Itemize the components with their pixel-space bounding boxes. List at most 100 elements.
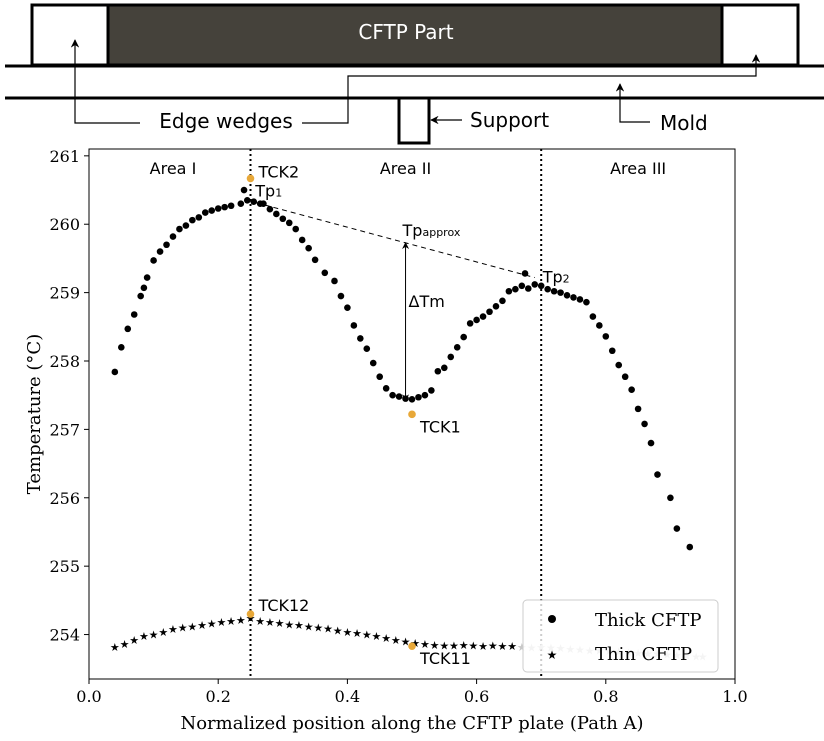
thick-cftp-point — [237, 200, 245, 208]
thick-cftp-point — [279, 215, 287, 223]
thin-cftp-point: ★ — [149, 629, 159, 642]
legend-marker-thick — [548, 615, 556, 623]
thick-cftp-point — [686, 543, 694, 551]
thick-cftp-point — [143, 274, 151, 281]
thick-cftp-point — [395, 393, 403, 400]
x-axis-label: Normalized position along the CFTP plate… — [180, 713, 643, 734]
thick-cftp-point — [563, 292, 571, 299]
y-axis-ticks: 254 255 256 257 258 259 260 261 — [49, 147, 89, 645]
y-tick-label: 256 — [49, 489, 80, 508]
thick-cftp-point — [337, 292, 345, 300]
cftp-part — [106, 3, 724, 67]
y-tick-label: 255 — [49, 557, 80, 576]
thick-cftp-point — [486, 308, 493, 316]
thin-cftp-point: ★ — [139, 630, 149, 643]
area-label: Area II — [380, 159, 431, 178]
thin-cftp-point: ★ — [420, 638, 430, 651]
thick-cftp-point — [376, 373, 384, 381]
x-tick-label: 0.4 — [335, 687, 360, 706]
plot-frame — [88, 148, 736, 680]
thick-cftp-point — [531, 281, 539, 288]
thick-cftp-point — [647, 439, 655, 447]
thick-cftp-point — [428, 387, 435, 394]
thick-cftp-point — [492, 302, 500, 310]
thick-cftp-point — [201, 209, 209, 216]
thick-cftp-point — [273, 210, 280, 218]
thick-cftp-point — [221, 203, 228, 211]
thick-cftp-point — [382, 385, 390, 392]
thick-cftp-point — [654, 471, 661, 478]
thick-cftp-point — [305, 244, 312, 252]
edge-wedges-connector-left — [70, 39, 140, 124]
thick-cftp-point — [596, 322, 603, 329]
legend-label-thin: Thin CFTP — [595, 644, 692, 665]
thick-cftp-point — [124, 325, 132, 333]
thin-cftp-point: ★ — [197, 619, 207, 632]
thick-cftp-point — [266, 205, 274, 213]
thick-cftp-point — [137, 292, 144, 300]
peak-label: Tp1 — [254, 181, 282, 200]
thick-cftp-point — [260, 200, 267, 208]
thick-cftp-point — [240, 186, 248, 194]
tck-point — [246, 174, 255, 183]
right-edge-wedge — [720, 3, 800, 67]
thick-cftp-point — [150, 257, 157, 264]
thin-cftp-point: ★ — [255, 615, 265, 628]
thin-cftp-point: ★ — [168, 623, 178, 636]
thick-cftp-point — [298, 236, 306, 244]
thick-cftp-point — [156, 248, 164, 255]
x-axis-ticks: 0.0 0.2 0.4 0.6 0.8 1.0 — [76, 679, 748, 706]
thin-cftp-point: ★ — [275, 617, 285, 630]
thin-cftp-point: ★ — [284, 618, 294, 631]
thick-cftp-point — [169, 233, 177, 240]
thick-cftp-point — [499, 297, 506, 305]
x-tick-label: 1.0 — [722, 687, 747, 706]
thick-cftp-point — [570, 294, 577, 301]
x-tick-label: 0.8 — [593, 687, 618, 706]
thick-cftp-point — [583, 298, 590, 306]
thin-cftp-point: ★ — [342, 626, 352, 639]
thick-cftp-point — [189, 216, 196, 224]
thick-cftp-point — [344, 304, 351, 311]
legend: Thick CFTP ★ Thin CFTP — [522, 599, 719, 673]
thick-cftp-point — [408, 395, 416, 403]
thick-cftp-point — [537, 282, 545, 290]
thick-cftp-point — [285, 219, 293, 227]
thick-cftp-point — [111, 368, 119, 376]
chart: Area I Area II Area III Tpapprox ΔTm Tp1 Tp2 ★… — [24, 147, 748, 734]
thick-cftp-point — [608, 347, 616, 355]
support — [397, 96, 431, 145]
thin-cftp-point: ★ — [517, 641, 527, 654]
thick-cftp-point — [524, 285, 532, 292]
left-edge-wedge — [30, 3, 110, 67]
tck-label: TCK2 — [258, 162, 300, 181]
thick-cftp-point — [460, 333, 467, 341]
thick-cftp-point — [369, 359, 377, 367]
x-tick-label: 0.6 — [464, 687, 489, 706]
thick-cftp-point — [512, 285, 519, 293]
thin-cftp-point: ★ — [120, 638, 130, 651]
thin-cftp-point: ★ — [468, 639, 478, 652]
thin-cftp-point: ★ — [410, 637, 420, 650]
cftp-part-label: CFTP Part — [358, 20, 453, 44]
thin-cftp-point: ★ — [207, 618, 217, 631]
y-tick-label: 257 — [49, 420, 80, 439]
thin-cftp-point: ★ — [110, 641, 120, 654]
thick-cftp-point — [389, 391, 396, 399]
tck-label: TCK12 — [258, 596, 310, 615]
tck-point — [408, 410, 416, 419]
thick-cftp-point — [363, 345, 371, 352]
thick-cftp-point — [292, 225, 300, 233]
thick-cftp-point — [214, 205, 222, 212]
legend-marker-thin: ★ — [547, 648, 558, 662]
thin-cftp-point: ★ — [333, 624, 343, 637]
thick-cftp-point — [518, 282, 526, 290]
area-label: Area III — [610, 159, 666, 178]
thick-cftp-point — [453, 344, 461, 351]
thick-cftp-point — [250, 198, 258, 205]
area-dividers — [249, 149, 543, 679]
thick-cftp-point — [473, 316, 480, 324]
thin-cftp-point: ★ — [372, 630, 382, 643]
thick-cftp-point — [243, 196, 251, 204]
thick-cftp-point — [466, 320, 474, 327]
